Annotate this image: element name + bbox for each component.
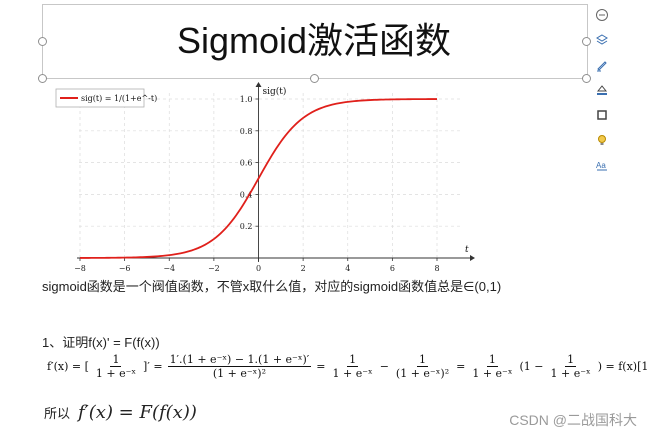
conclusion-formula: f′(x) = F(f(x)): [78, 402, 197, 423]
proof-heading: 1、证明f(x)' = F(f(x)): [42, 335, 160, 350]
y-tick-label: 0.4: [240, 190, 253, 199]
conclusion: 所以 f′(x) = F(f(x)): [44, 402, 197, 423]
lightbulb-icon[interactable]: [593, 131, 611, 149]
x-tick-label: −6: [119, 264, 131, 272]
pen-icon[interactable]: [593, 56, 611, 74]
sigmoid-description: sigmoid函数是一个阀值函数，不管x取什么值，对应的sigmoid函数值总是…: [42, 279, 502, 294]
x-tick-label: 0: [256, 264, 261, 272]
sigmoid-chart[interactable]: −8 −6 −4 −2 0 2 4 6 8 1.0 0.8 0.6 0.4 0.2 sig(t) = 1/…: [42, 80, 482, 272]
sigmoid-curve: [79, 98, 438, 259]
resize-handle-left[interactable]: [38, 37, 47, 46]
fraction-denominator: 1 + e⁻ˣ: [550, 366, 591, 380]
legend-box: [55, 88, 145, 108]
fraction-denominator: (1 + e⁻ˣ)²: [395, 366, 450, 380]
fraction-denominator: (1 + e⁻ˣ)²: [212, 366, 267, 380]
x-tick-label: −2: [208, 264, 220, 272]
chart-axes: [77, 82, 475, 262]
resize-handle-right[interactable]: [582, 37, 591, 46]
fraction-numerator: 1: [417, 352, 429, 367]
fraction-denominator: 1 + e⁻ˣ: [332, 366, 373, 380]
formula-segment: =: [316, 359, 326, 373]
resize-handle-bottom-left[interactable]: [38, 74, 47, 83]
formula-segment: ) = f(x)[1 − f(x): [597, 359, 651, 373]
text-style-icon[interactable]: Aa: [593, 156, 611, 174]
x-tick-label: 6: [390, 264, 395, 272]
y-tick-label: 0.8: [240, 127, 253, 136]
y-tick-label: 1.0: [240, 95, 253, 104]
x-tick-label: 4: [345, 264, 350, 272]
y-tick-label: 0.6: [240, 159, 253, 168]
y-axis-label: sig(t): [263, 86, 287, 97]
floating-toolbar: Aa: [591, 6, 613, 181]
chart-grid: [79, 93, 462, 258]
chart-series: [79, 98, 438, 259]
x-axis-arrow: [470, 255, 475, 261]
svg-text:Aa: Aa: [596, 161, 606, 170]
fraction-numerator: 1: [486, 352, 498, 367]
resize-handle-bottom-right[interactable]: [582, 74, 591, 83]
chart-legend: sig(t) = 1/(1+e^-t): [55, 88, 157, 108]
minus-icon[interactable]: [593, 6, 611, 24]
formula-segment: (1 −: [519, 359, 544, 373]
formula-lhs: f′(x) = [: [47, 359, 89, 373]
x-tick-label: −4: [163, 264, 175, 272]
border-icon[interactable]: [593, 106, 611, 124]
watermark: CSDN @二战国科大: [509, 412, 637, 428]
legend-text: sig(t) = 1/(1+e^-t): [81, 94, 157, 103]
slide-title[interactable]: Sigmoid激活函数: [176, 20, 452, 61]
layers-icon[interactable]: [593, 31, 611, 49]
x-axis-label: t: [465, 245, 469, 255]
y-axis-arrow: [255, 82, 262, 87]
chart-ticks: −8 −6 −4 −2 0 2 4 6 8 1.0 0.8 0.6 0.4 0.2: [74, 95, 439, 272]
fraction-denominator: 1 + e⁻ˣ: [95, 366, 137, 380]
formula-segment: =: [456, 359, 466, 373]
fraction-numerator: 1: [110, 352, 122, 367]
fraction: 1′.(1 + e⁻ˣ) − 1.(1 + e⁻ˣ)′ (1 + e⁻ˣ)²: [167, 352, 312, 380]
formula-segment: −: [379, 359, 389, 373]
resize-handle-bottom[interactable]: [310, 74, 319, 83]
x-tick-label: 8: [434, 264, 439, 272]
fraction-numerator: 1′.(1 + e⁻ˣ) − 1.(1 + e⁻ˣ)′: [167, 352, 312, 367]
conclusion-label: 所以: [44, 406, 71, 421]
shape-fill-icon[interactable]: [593, 81, 611, 99]
formula-segment: ]′ =: [143, 359, 163, 373]
x-tick-label: −8: [74, 264, 86, 272]
x-tick-label: 2: [301, 264, 306, 272]
fraction-numerator: 1: [347, 352, 359, 367]
fraction: 1 (1 + e⁻ˣ)²: [394, 353, 451, 380]
y-tick-label: 0.2: [240, 222, 253, 231]
fraction-denominator: 1 + e⁻ˣ: [472, 366, 513, 380]
fraction-numerator: 1: [565, 352, 577, 367]
